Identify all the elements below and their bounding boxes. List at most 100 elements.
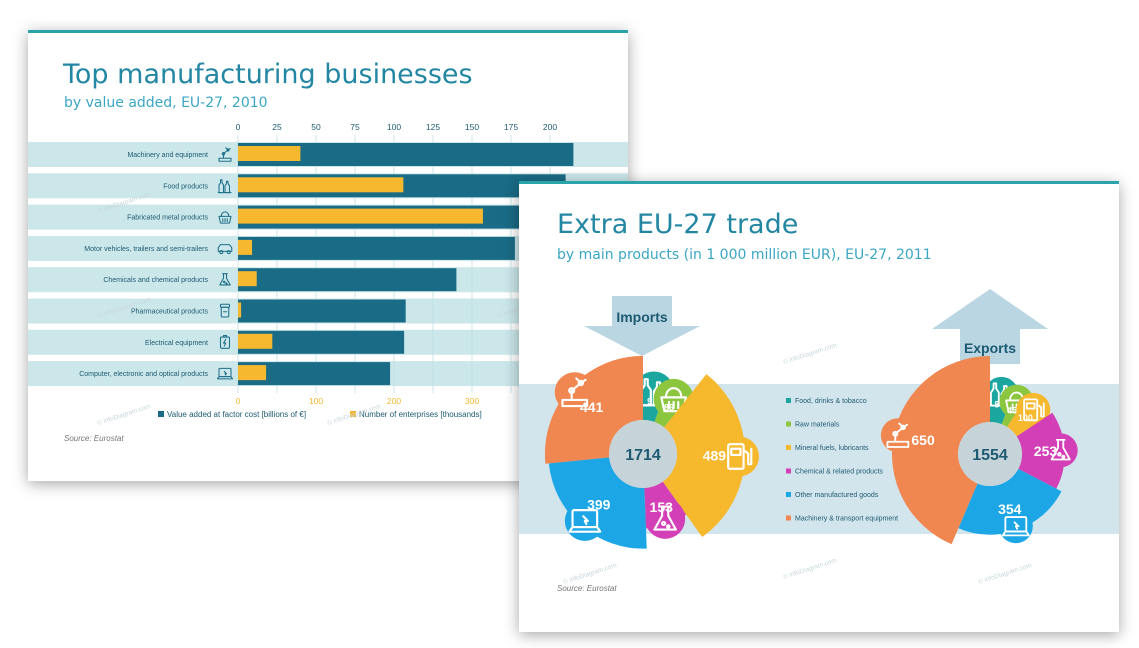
category-icon-wrap [219, 303, 231, 318]
trade-arrow: Imports [584, 296, 700, 356]
legend-swatch [786, 515, 791, 521]
category-label: Chemicals and chemical products [103, 277, 208, 284]
legend-label: Other manufactured goods [795, 492, 879, 499]
legend-swatch-enterprises [350, 411, 356, 417]
pie-chart-slide: Extra EU-27 trade by main products (in 1… [519, 181, 1119, 632]
legend-swatch [786, 445, 791, 450]
arrow-label: Exports [964, 340, 1016, 356]
donut-slice [544, 355, 643, 464]
slice-value-label: 441 [580, 399, 604, 415]
fuel-pump-icon [1023, 398, 1045, 422]
slide1-source: Source: Eurostat [64, 434, 124, 443]
slice-value-label: 100 [1018, 413, 1033, 423]
legend-label: Raw materials [795, 422, 840, 429]
legend-label-enterprises: Number of enterprises [thousands] [359, 410, 482, 419]
value-added-bar [238, 236, 515, 260]
slice-value-label: 253 [1034, 443, 1058, 459]
legend-label: Mineral fuels, lubricants [795, 445, 869, 452]
legend-label: Chemical & related products [795, 469, 883, 476]
car-icon [217, 244, 233, 255]
enterprises-bar [238, 146, 301, 161]
donut-slice [662, 374, 745, 538]
fuel-pump-icon [727, 443, 753, 470]
bottom-axis-tick-label: 200 [387, 396, 401, 406]
bottom-axis-tick-label: 0 [236, 396, 241, 406]
donut-center [609, 420, 677, 488]
category-label: Motor vehicles, trailers and semi-traile… [84, 246, 208, 253]
slice-value-label: 86 [664, 402, 674, 412]
robot-arm-icon [218, 147, 232, 162]
slide2-subtitle: by main products (in 1 000 million EUR),… [557, 247, 932, 263]
watermark: © infoDiagram.com [562, 561, 617, 586]
enterprises-bar [238, 239, 253, 255]
donut-slice [1016, 412, 1065, 489]
top-axis-tick-label: 25 [272, 122, 282, 132]
top-axis-tick-label: 100 [387, 122, 401, 132]
category-label: Electrical equipment [145, 340, 208, 347]
top-axis-tick-label: 125 [426, 122, 440, 132]
laptop-icon [568, 509, 602, 533]
enterprises-bar [238, 333, 273, 349]
slice-value-label: 399 [587, 496, 611, 512]
category-label: Food products [163, 183, 208, 190]
category-label: Pharmaceutical products [131, 309, 209, 316]
enterprises-bar [238, 177, 404, 193]
slice-value-label: 354 [998, 501, 1022, 517]
enterprises-bar [238, 302, 242, 318]
slide2-title: Extra EU-27 trade [557, 209, 799, 240]
value-added-bar [238, 362, 391, 386]
donut-total: 1554 [972, 447, 1008, 464]
legend: Food, drinks & tobacco Raw materials Miner… [786, 398, 898, 523]
slice-value-label: 45 [1007, 405, 1017, 415]
legend-swatch [786, 421, 791, 427]
enterprises-bar [238, 365, 267, 381]
category-icon-wrap [218, 147, 232, 162]
metal-basket-icon [218, 211, 232, 224]
top-axis-tick-label: 175 [504, 122, 518, 132]
category-icon-wrap [217, 244, 233, 255]
arrow-shape [932, 289, 1048, 364]
flask-icon [219, 273, 231, 286]
pill-bottle-icon [219, 303, 231, 318]
battery-icon [219, 335, 231, 349]
bottles-icon [217, 179, 232, 194]
value-added-bar [238, 143, 574, 166]
category-icon-wrap [219, 273, 231, 286]
legend-label: Food, drinks & tobacco [795, 398, 867, 405]
value-added-bar [238, 330, 405, 354]
enterprises-bar [238, 271, 257, 287]
slide2-source: Source: Eurostat [557, 584, 617, 593]
slice-value-label: 650 [911, 432, 935, 448]
legend-swatch [786, 398, 791, 403]
trade-arrow: Exports [932, 289, 1048, 364]
slide1-subtitle: by value added, EU-27, 2010 [64, 95, 268, 111]
category-icon-wrap [217, 179, 232, 194]
top-axis-tick-label: 50 [311, 122, 321, 132]
legend-label-value: Value added at factor cost [billions of … [167, 410, 306, 419]
slice-value-label: 91 [647, 396, 657, 406]
category-label: Fabricated metal products [127, 215, 208, 222]
legend-swatch [786, 492, 791, 497]
slice-value-label: 489 [703, 447, 727, 463]
category-icon-wrap [218, 211, 232, 224]
laptop-icon [216, 367, 234, 380]
bottom-axis-tick-label: 100 [309, 396, 323, 406]
bottom-axis-tick-label: 300 [465, 396, 479, 406]
category-icon-wrap [219, 335, 231, 349]
legend-label: Machinery & transport equipment [795, 516, 898, 523]
top-axis-tick-label: 200 [543, 122, 557, 132]
watermark: © infoDiagram.com [782, 341, 837, 366]
donut-total: 1714 [625, 447, 661, 464]
arrow-shape [584, 296, 700, 356]
donut-slice [958, 468, 1062, 535]
top-axis-tick-label: 75 [350, 122, 360, 132]
top-axis-tick-label: 150 [465, 122, 479, 132]
watermark: © infoDiagram.com [96, 402, 151, 427]
value-added-bar [238, 299, 406, 323]
robot-arm-icon [886, 422, 910, 448]
donut-slice [892, 356, 990, 545]
donut-center [958, 422, 1022, 486]
laptop-icon [1001, 516, 1030, 537]
arrow-label: Imports [616, 309, 668, 325]
